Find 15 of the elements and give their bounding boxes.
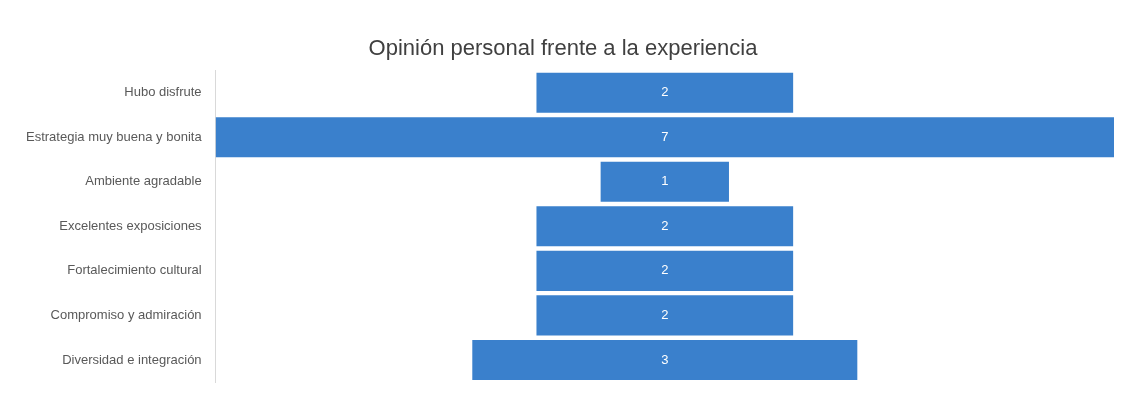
- category-label: Estrategia muy buena y bonita: [26, 128, 203, 144]
- data-label: 7: [661, 128, 669, 144]
- category-label: Compromiso y admiración: [50, 306, 202, 322]
- data-label: 2: [661, 84, 669, 100]
- data-label: 1: [661, 173, 669, 189]
- data-label: 2: [661, 306, 669, 322]
- category-label: Excelentes exposiciones: [59, 217, 203, 233]
- data-label: 3: [661, 351, 669, 367]
- category-label: Ambiente agradable: [85, 173, 202, 189]
- data-label: 2: [661, 262, 669, 278]
- text: Opinión personal frente a la experiencia: [368, 35, 759, 61]
- data-label: 2: [661, 217, 669, 233]
- category-label: Diversidad e integración: [62, 351, 202, 367]
- category-label: Hubo disfrute: [124, 84, 202, 100]
- category-label: Fortalecimiento cultural: [67, 262, 202, 278]
